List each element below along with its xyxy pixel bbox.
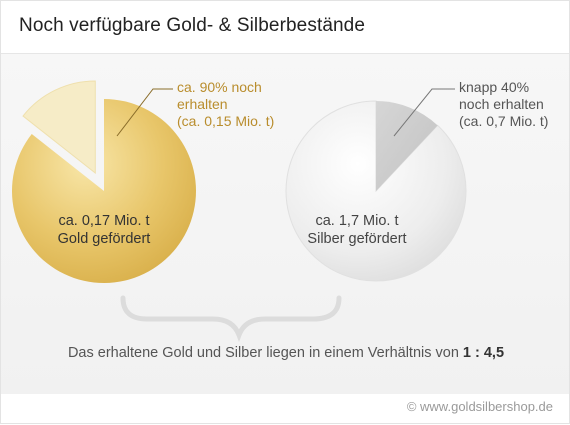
gold-center-label-line1: ca. 0,17 Mio. t [58, 213, 149, 229]
silver-callout-line3: (ca. 0,7 Mio. t) [459, 113, 548, 129]
silver-center-label-line2: Silber gefördert [307, 231, 406, 247]
silver-center-label-line1: ca. 1,7 Mio. t [315, 213, 398, 229]
silver-retained-slice [376, 101, 438, 191]
gold-callout-line3: (ca. 0,15 Mio. t) [177, 113, 274, 129]
ratio-text: Das erhaltene Gold und Silber liegen in … [67, 345, 459, 361]
gold-callout-line2: erhalten [177, 96, 228, 112]
gold-center-label-line2: Gold gefördert [58, 231, 151, 247]
silver-pie: ca. 1,7 Mio. t Silber gefördert knapp 40… [285, 79, 548, 282]
gold-mined-slice [11, 99, 196, 284]
silver-callout-line2: noch erhalten [459, 96, 544, 112]
gold-callout-line1: ca. 90% noch [177, 79, 262, 95]
page-title: Noch verfügbare Gold- & Silberbestände [19, 15, 365, 36]
gold-retained-slice [22, 80, 96, 175]
gold-callout-line [116, 88, 173, 137]
ratio-value: 1 : 4,5 [462, 345, 505, 361]
gold-pie: ca. 0,17 Mio. t Gold gefördert ca. 90% n… [11, 79, 274, 284]
silver-callout-line [393, 88, 455, 137]
header-divider [1, 53, 569, 54]
brace-connector [120, 295, 342, 343]
ratio-statement: Das erhaltene Gold und Silber liegen in … [1, 345, 570, 361]
copyright-notice: © www.goldsilbershop.de [406, 399, 553, 414]
silver-mined-slice [285, 100, 467, 282]
silver-callout-line1: knapp 40% [459, 79, 529, 95]
